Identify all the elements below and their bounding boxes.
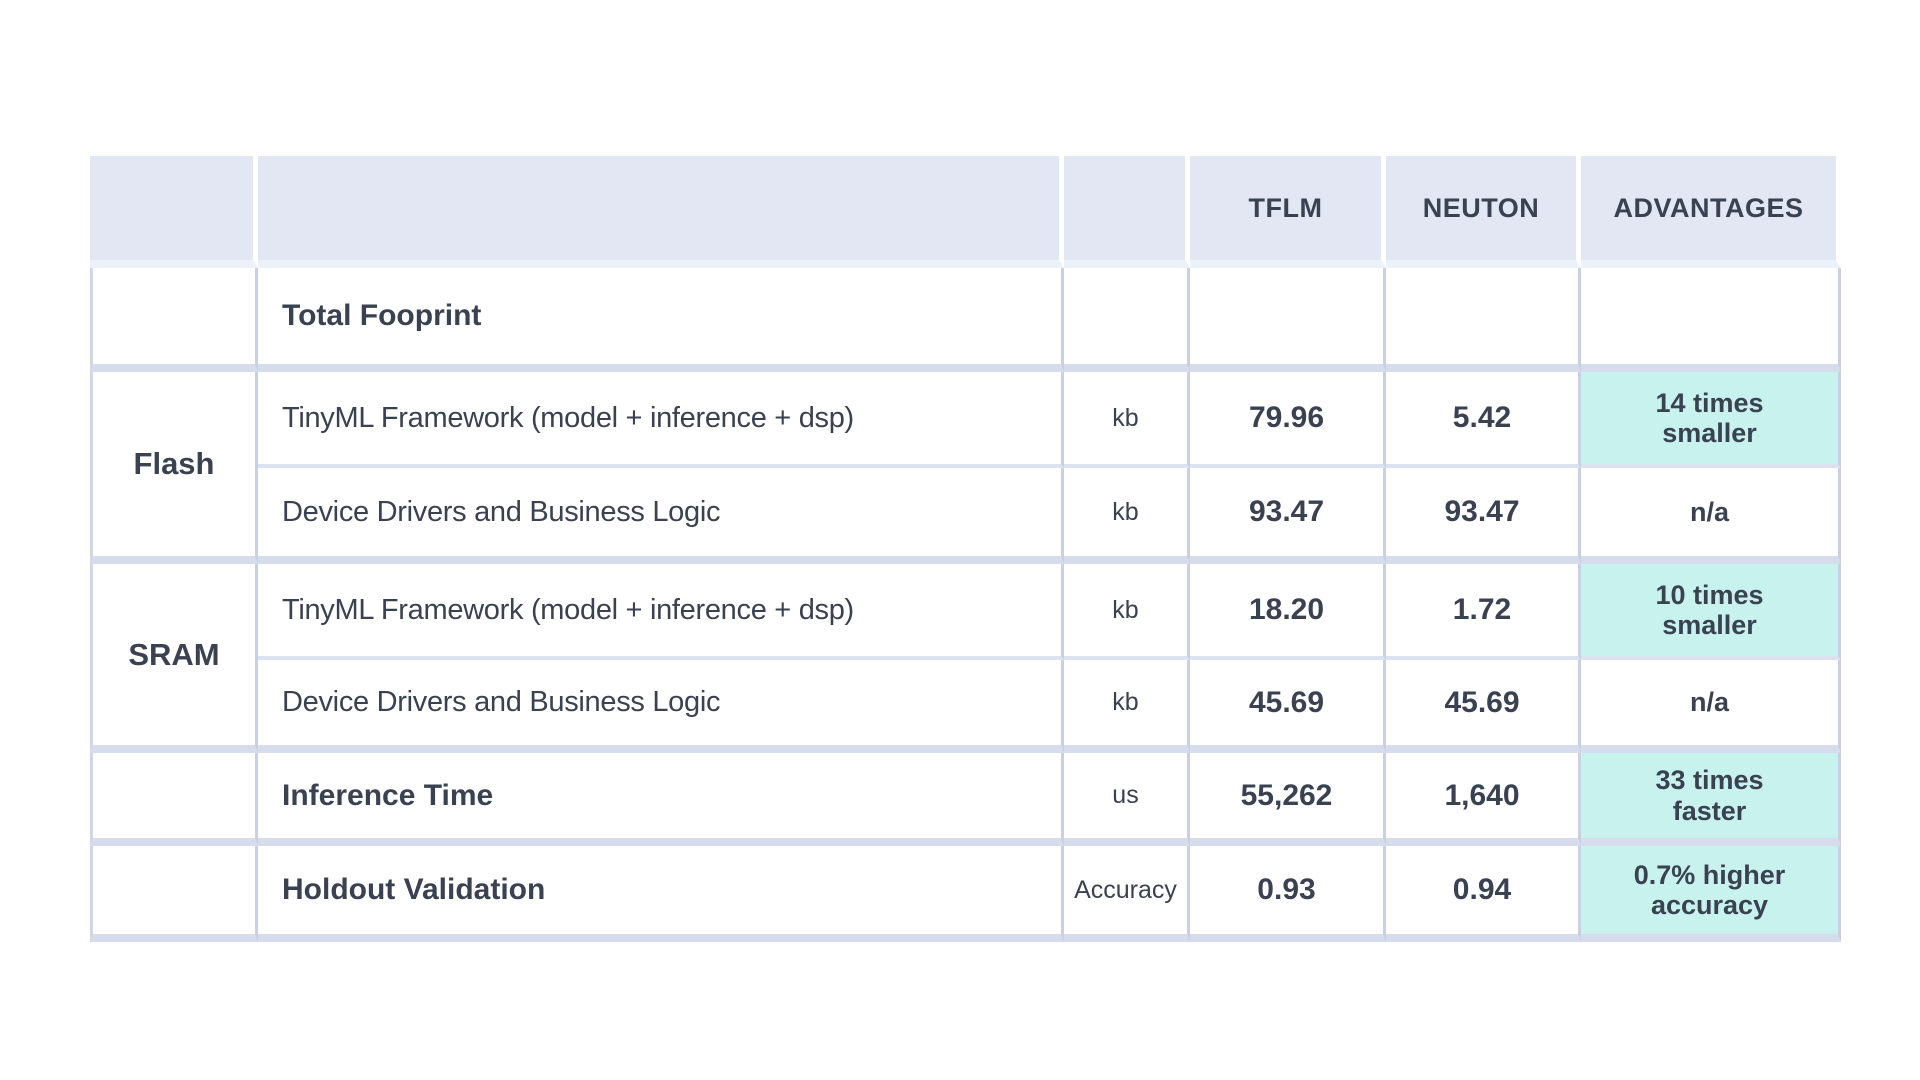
header-cell-group [90, 156, 258, 268]
header-cell-advantages: ADVANTAGES [1581, 156, 1841, 268]
header-cell-unit [1064, 156, 1190, 268]
cell-flash-drivers-unit: kb [1064, 468, 1190, 564]
cell-flash-framework-tflm: 79.96 [1190, 372, 1386, 468]
cell-flash-drivers-neuton: 93.47 [1386, 468, 1581, 564]
cell-inference-label: Inference Time [258, 753, 1064, 846]
cell-flash-drivers-label: Device Drivers and Business Logic [258, 468, 1064, 564]
header-cell-neuton: NEUTON [1386, 156, 1581, 268]
cell-flash-framework-label: TinyML Framework (model + inference + ds… [258, 372, 1064, 468]
cell-total-unit [1064, 268, 1190, 372]
cell-flash-framework-neuton: 5.42 [1386, 372, 1581, 468]
cell-total-label: Total Fooprint [258, 268, 1064, 372]
header-label-tflm: TFLM [1248, 192, 1323, 223]
header-cell-tflm: TFLM [1190, 156, 1386, 268]
cell-flash-framework-unit: kb [1064, 372, 1190, 468]
cell-flash-framework-advantage: 14 times smaller [1581, 372, 1841, 468]
header-label-advantages: ADVANTAGES [1613, 192, 1804, 223]
cell-sram-framework-label: TinyML Framework (model + inference + ds… [258, 564, 1064, 660]
cell-inference-group [90, 753, 258, 846]
cell-holdout-tflm: 0.93 [1190, 846, 1386, 942]
cell-holdout-label: Holdout Validation [258, 846, 1064, 942]
cell-total-tflm [1190, 268, 1386, 372]
cell-sram-drivers-label: Device Drivers and Business Logic [258, 660, 1064, 753]
cell-total-advantage [1581, 268, 1841, 372]
cell-inference-unit: us [1064, 753, 1190, 846]
cell-sram-framework-advantage: 10 times smaller [1581, 564, 1841, 660]
cell-sram-drivers-advantage: n/a [1581, 660, 1841, 753]
cell-sram-drivers-tflm: 45.69 [1190, 660, 1386, 753]
cell-flash-drivers-tflm: 93.47 [1190, 468, 1386, 564]
cell-inference-tflm: 55,262 [1190, 753, 1386, 846]
header-label-neuton: NEUTON [1422, 192, 1540, 223]
cell-inference-neuton: 1,640 [1386, 753, 1581, 846]
cell-holdout-advantage: 0.7% higher accuracy [1581, 846, 1841, 942]
cell-group-flash: Flash [90, 372, 258, 564]
cell-sram-framework-tflm: 18.20 [1190, 564, 1386, 660]
cell-sram-framework-neuton: 1.72 [1386, 564, 1581, 660]
cell-holdout-group [90, 846, 258, 942]
cell-holdout-unit: Accuracy [1064, 846, 1190, 942]
cell-sram-drivers-neuton: 45.69 [1386, 660, 1581, 753]
cell-inference-advantage: 33 times faster [1581, 753, 1841, 846]
cell-sram-drivers-unit: kb [1064, 660, 1190, 753]
cell-holdout-neuton: 0.94 [1386, 846, 1581, 942]
cell-sram-framework-unit: kb [1064, 564, 1190, 660]
comparison-table: TFLM NEUTON ADVANTAGES Total Fooprint Fl… [90, 156, 1841, 942]
cell-total-group [90, 268, 258, 372]
cell-flash-drivers-advantage: n/a [1581, 468, 1841, 564]
cell-group-sram: SRAM [90, 564, 258, 753]
header-cell-metric [258, 156, 1064, 268]
cell-total-neuton [1386, 268, 1581, 372]
